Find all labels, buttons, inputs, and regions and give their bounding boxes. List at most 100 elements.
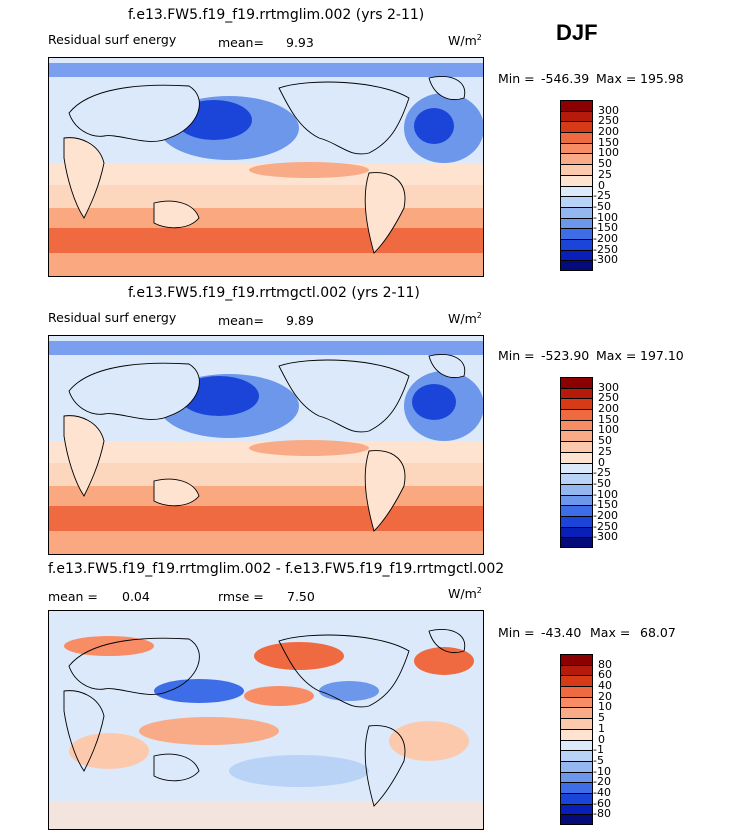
colorbar-tick-label: 300 <box>598 103 619 117</box>
colorbar-cell <box>560 526 593 538</box>
colorbar-cell <box>560 728 593 740</box>
panel2-map-svg <box>49 336 483 554</box>
field-anomaly-asia <box>154 679 244 703</box>
colorbar-frame <box>560 654 593 825</box>
colorbar-tick-label: -25 <box>593 466 611 480</box>
field-anomaly-epac <box>319 681 379 701</box>
colorbar-cell <box>560 451 593 463</box>
colorbar-tick-label: -100 <box>593 210 618 224</box>
field-itcz <box>249 440 369 456</box>
colorbar-tick-label: 250 <box>598 114 619 128</box>
colorbar-cell <box>560 473 593 484</box>
colorbar-tick-label: 200 <box>598 402 619 416</box>
colorbar-cell <box>560 121 593 133</box>
colorbar-cell <box>560 803 593 815</box>
panel1-min-value: -546.39 <box>541 71 590 86</box>
colorbar-tick-label: 25 <box>598 444 612 458</box>
panel1-title: f.e13.FW5.f19_f19.rrtmglim.002 (yrs 2-11… <box>128 7 425 23</box>
panel1-map-svg <box>49 58 483 276</box>
colorbar-tick-label: 60 <box>598 668 612 682</box>
field-anomaly-npac <box>254 642 344 670</box>
colorbar-cell <box>560 441 593 452</box>
field-anomaly-indian <box>69 733 149 769</box>
units-exp: 2 <box>476 311 482 320</box>
panel1-max-label: Max = <box>596 71 637 86</box>
panel1-min-label: Min = <box>498 71 535 86</box>
colorbar-tick-label: 0 <box>598 455 605 469</box>
panel3-map <box>48 610 484 830</box>
units-base: W/m <box>448 33 477 48</box>
panel2-title: f.e13.FW5.f19_f19.rrtmgctl.002 (yrs 2-11… <box>128 285 420 301</box>
panel2-mean-value: 9.89 <box>286 313 314 328</box>
panel1-max-value: 195.98 <box>640 71 684 86</box>
colorbar-tick-label: 0 <box>598 178 605 192</box>
field-gulfstream-core <box>414 108 454 144</box>
land-asia <box>68 637 200 695</box>
units-exp: 2 <box>476 33 482 42</box>
colorbar-cell <box>560 132 593 143</box>
land-outlines <box>63 354 466 532</box>
colorbar-tick-label: 1 <box>598 721 605 735</box>
land-south-america <box>364 172 406 254</box>
panel1-mean-value: 9.93 <box>286 35 314 50</box>
colorbar-cell <box>560 142 593 154</box>
field-anomaly-tropics <box>139 717 279 745</box>
colorbar-tick-label: -80 <box>593 807 611 821</box>
field-southern-peak <box>49 506 483 531</box>
land-africa <box>63 690 105 772</box>
colorbar-cell <box>560 260 593 271</box>
land-outlines <box>63 76 466 254</box>
colorbar-cell <box>560 814 593 825</box>
colorbar-tick-label: 40 <box>598 679 612 693</box>
colorbar-cell <box>560 664 593 676</box>
panel2-subtitle: Residual surf energy <box>48 310 177 325</box>
field-antarctic <box>49 801 483 829</box>
land-south-america <box>364 450 406 532</box>
colorbar-cell <box>560 462 593 474</box>
land-africa <box>63 137 105 219</box>
colorbar-tick-label: 50 <box>598 434 612 448</box>
colorbar-cell <box>560 387 593 399</box>
colorbar-tick-label: -1 <box>593 743 604 757</box>
land-africa <box>63 415 105 497</box>
colorbar-tick-label: -50 <box>593 476 611 490</box>
colorbar-cell <box>560 238 593 250</box>
colorbar-tick-label: 200 <box>598 125 619 139</box>
land-australia <box>153 200 200 229</box>
colorbar-tick-label: -150 <box>593 221 618 235</box>
colorbar-cell <box>560 537 593 548</box>
panel2-colorbar: 300 250 200 150 100 50 25 0 -25 -50 -100 -150 -200 -2… <box>560 377 680 548</box>
colorbar-tick-label: -250 <box>593 242 618 256</box>
colorbar-tick-label: -50 <box>593 199 611 213</box>
field-southern-peak <box>49 228 483 253</box>
land-asia <box>68 362 200 420</box>
colorbar-tick-label: 20 <box>598 689 612 703</box>
colorbar-cell <box>560 153 593 165</box>
panel3-mean-value: 0.04 <box>122 589 150 604</box>
units-base: W/m <box>448 311 477 326</box>
land-north-america <box>278 359 410 433</box>
colorbar-tick-label: -250 <box>593 519 618 533</box>
colorbar-tick-label: -200 <box>593 508 618 522</box>
colorbar-cell <box>560 782 593 793</box>
panel3-max-label: Max = <box>590 625 631 640</box>
colorbar-tick-label: -40 <box>593 785 611 799</box>
colorbar-cell <box>560 750 593 761</box>
colorbar-tick-label: -25 <box>593 189 611 203</box>
colorbar-cell <box>560 707 593 719</box>
land-greenland <box>428 76 466 100</box>
colorbar-cell <box>560 110 593 122</box>
panel1-units: W/m2 <box>448 34 482 48</box>
colorbar-tick-label: -150 <box>593 498 618 512</box>
panel3-min-label: Min = <box>498 625 535 640</box>
colorbar-cell <box>560 174 593 186</box>
panel2-max-label: Max = <box>596 348 637 363</box>
colorbar-tick-label: 250 <box>598 391 619 405</box>
land-north-america <box>278 81 410 155</box>
field-anomaly-cpac <box>244 686 314 706</box>
colorbar-cell <box>560 217 593 229</box>
colorbar-tick-label: 150 <box>598 412 619 426</box>
units-base: W/m <box>448 586 477 601</box>
season-label: DJF <box>556 20 598 45</box>
colorbar-tick-label: 0 <box>598 732 605 746</box>
